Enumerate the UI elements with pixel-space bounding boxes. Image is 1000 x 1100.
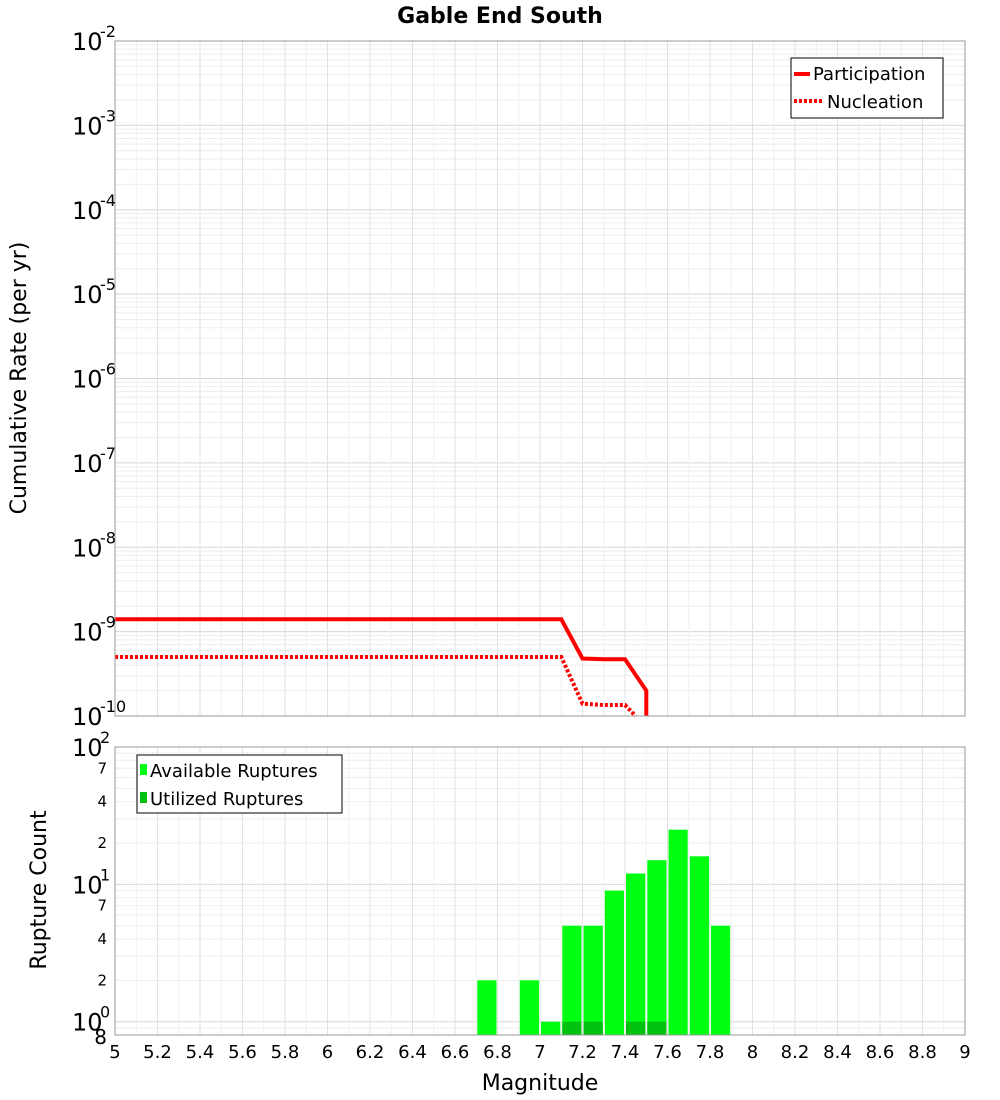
x-axis-label: Magnitude <box>482 1071 599 1096</box>
series-line-nucleation <box>115 655 638 718</box>
legend-nucleation-label: Nucleation <box>827 92 923 113</box>
top-y-tick-exponent: -9 <box>100 613 116 632</box>
bar-available <box>583 925 603 1035</box>
top-legend-box <box>790 57 944 119</box>
bar-available <box>689 856 710 1035</box>
bottom-y-tick-label: 10 <box>72 871 103 899</box>
x-tick-label: 7.4 <box>611 1042 640 1063</box>
top-legend: Participation Nucleation <box>790 57 944 119</box>
bottom-plot-frame <box>114 746 966 1036</box>
legend-utilized-label: Utilized Ruptures <box>150 789 303 810</box>
bottom-y-minor-tick-label: 2 <box>97 971 107 989</box>
bar-utilized <box>562 1021 582 1035</box>
top-y-tick-exponent: -10 <box>100 697 126 716</box>
top-y-tick-label: 10 <box>72 450 103 478</box>
x-tick-label: 7.6 <box>653 1042 682 1063</box>
x-tick-label: 8.8 <box>908 1042 937 1063</box>
legend-available-swatch <box>140 764 147 775</box>
bar-utilized <box>647 1021 667 1035</box>
legend-available-label: Available Ruptures <box>150 761 318 782</box>
x-tick-label: 5.8 <box>271 1042 300 1063</box>
top-y-tick-exponent: -5 <box>100 275 116 294</box>
bottom-y-minor-tick-label: 8 <box>94 1025 107 1049</box>
bottom-y-tick-exponent: 2 <box>100 728 110 747</box>
bar-available <box>604 890 624 1035</box>
bottom-y-tick-label: 10 <box>72 734 103 762</box>
x-tick-label: 6.8 <box>483 1042 512 1063</box>
bottom-y-tick-exponent: 1 <box>100 865 110 884</box>
top-y-tick-label: 10 <box>72 28 103 56</box>
top-y-tick-exponent: -3 <box>100 106 116 125</box>
top-plot-series <box>115 617 649 718</box>
top-plot-frame <box>114 40 966 717</box>
x-tick-label: 5 <box>109 1042 120 1063</box>
bar-available <box>711 925 731 1035</box>
x-tick-label: 7 <box>534 1042 545 1063</box>
top-y-tick-exponent: -7 <box>100 444 116 463</box>
chart-title: Gable End South <box>397 4 603 29</box>
x-tick-label: 7.2 <box>568 1042 597 1063</box>
top-y-tick-exponent: -6 <box>100 360 116 379</box>
top-y-tick-label: 10 <box>72 281 103 309</box>
bottom-legend: Available Ruptures Utilized Ruptures <box>136 754 343 814</box>
bottom-y-minor-tick-label: 4 <box>97 930 107 948</box>
bar-available <box>647 860 667 1035</box>
bar-available <box>668 829 688 1035</box>
bottom-plot-bars <box>477 829 731 1035</box>
x-tick-label: 5.6 <box>228 1042 257 1063</box>
x-tick-label: 6.6 <box>441 1042 470 1063</box>
top-y-tick-label: 10 <box>72 366 103 394</box>
bottom-y-tick-exponent: 0 <box>100 1003 110 1022</box>
top-y-axis-label: Cumulative Rate (per yr) <box>7 242 32 515</box>
top-y-tick-label: 10 <box>72 619 103 647</box>
series-line-participation <box>115 617 649 716</box>
bottom-y-minor-tick-label: 7 <box>97 897 107 915</box>
x-tick-label: 5.4 <box>186 1042 215 1063</box>
top-y-tick-exponent: -2 <box>100 22 116 41</box>
top-y-ticks: 10-210-310-410-510-610-710-810-910-10 <box>72 22 126 731</box>
legend-participation-label: Participation <box>813 64 925 85</box>
bottom-y-axis-label: Rupture Count <box>27 810 52 970</box>
bottom-y-minor-tick-label: 7 <box>97 759 107 777</box>
top-y-tick-label: 10 <box>72 112 103 140</box>
x-tick-label: 8.4 <box>823 1042 852 1063</box>
x-tick-label: 6.2 <box>356 1042 385 1063</box>
top-y-tick-label: 10 <box>72 534 103 562</box>
top-plot-grid <box>114 41 966 717</box>
bottom-y-minor-tick-label: 4 <box>97 793 107 811</box>
bottom-legend-box <box>136 754 343 814</box>
x-tick-label: 7.8 <box>696 1042 725 1063</box>
bottom-x-ticks: 5 5.2 5.4 5.6 5.8 6 6.2 6.4 6.6 6.8 7 7.2 7.4 7.6 7.8 8… <box>109 1042 970 1063</box>
bottom-y-tick-label: 10 <box>72 1009 103 1037</box>
bar-utilized <box>583 1021 603 1035</box>
bar-available <box>541 1021 561 1035</box>
top-y-tick-exponent: -8 <box>100 528 116 547</box>
x-tick-label: 9 <box>959 1042 970 1063</box>
bottom-y-minor-tick-label: 2 <box>97 834 107 852</box>
top-y-tick-exponent: -4 <box>100 191 116 210</box>
x-tick-label: 8.2 <box>781 1042 810 1063</box>
x-tick-label: 5.2 <box>143 1042 172 1063</box>
legend-utilized-swatch <box>140 792 147 803</box>
bar-available <box>626 873 646 1035</box>
x-tick-label: 6 <box>322 1042 333 1063</box>
bar-available <box>562 925 582 1035</box>
bar-available <box>519 980 540 1035</box>
bar-available <box>477 980 497 1035</box>
top-y-tick-label: 10 <box>72 703 103 731</box>
x-tick-label: 6.4 <box>398 1042 427 1063</box>
x-tick-label: 8 <box>747 1042 758 1063</box>
bar-utilized <box>626 1021 646 1035</box>
top-y-tick-label: 10 <box>72 197 103 225</box>
x-tick-label: 8.6 <box>866 1042 895 1063</box>
